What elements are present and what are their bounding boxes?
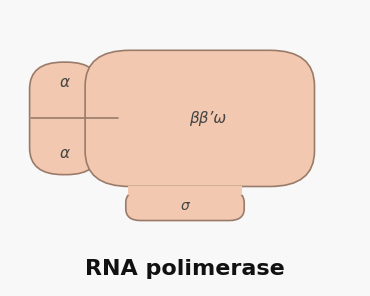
Bar <box>128 186 242 195</box>
Bar <box>94 89 105 148</box>
Text: α: α <box>60 75 70 90</box>
FancyBboxPatch shape <box>30 62 100 175</box>
FancyBboxPatch shape <box>126 191 244 221</box>
Text: σ: σ <box>181 199 189 213</box>
Text: RNA polimerase: RNA polimerase <box>85 259 285 279</box>
FancyBboxPatch shape <box>85 50 314 186</box>
Text: ββ’ω: ββ’ω <box>189 111 226 126</box>
Text: α: α <box>60 147 70 161</box>
